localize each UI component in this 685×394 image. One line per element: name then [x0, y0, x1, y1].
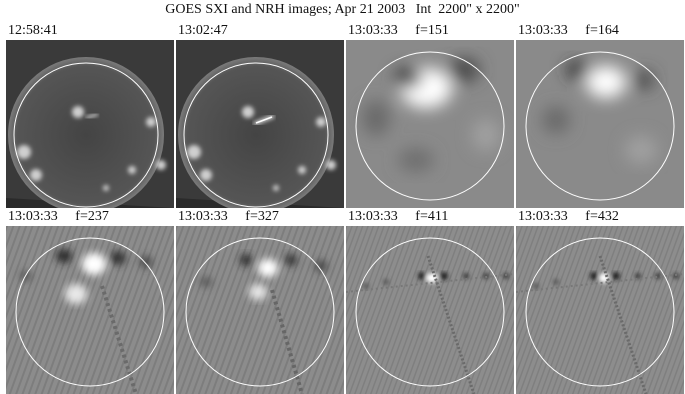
nrh-image-327: [176, 226, 344, 394]
nrh-image-237: [6, 226, 174, 394]
panel-label: 13:03:33 f=237: [8, 208, 115, 226]
panel-nrh-327: 13:03:33 f=327: [176, 208, 346, 394]
panel-label: 13:03:33 f=164: [518, 22, 625, 40]
nrh-image-164: [516, 40, 684, 208]
panel-nrh-151: 13:03:33 f=151: [346, 22, 516, 208]
figure-title: GOES SXI and NRH images; Apr 21 2003 Int…: [165, 2, 520, 17]
panel-nrh-432: 13:03:33 f=432: [516, 208, 685, 394]
panel-nrh-164: 13:03:33 f=164: [516, 22, 685, 208]
panel-nrh-411: 13:03:33 f=411: [346, 208, 516, 394]
nrh-image-432: [516, 226, 684, 394]
sxi-image-2: [176, 40, 344, 208]
image-grid: 12:58:41: [6, 22, 685, 394]
panel-label: 13:03:33 f=411: [348, 208, 455, 226]
panel-label: 13:03:33 f=432: [518, 208, 625, 226]
panel-label: 13:03:33 f=327: [178, 208, 285, 226]
panel-sxi-1: 12:58:41: [6, 22, 176, 208]
nrh-image-411: [346, 226, 514, 394]
panel-label: 13:02:47: [178, 22, 234, 40]
panel-sxi-2: 13:02:47: [176, 22, 346, 208]
panel-label: 13:03:33 f=151: [348, 22, 455, 40]
nrh-image-151: [346, 40, 514, 208]
panel-nrh-237: 13:03:33 f=237: [6, 208, 176, 394]
panel-label: 12:58:41: [8, 22, 64, 40]
sxi-image-1: [6, 40, 174, 208]
